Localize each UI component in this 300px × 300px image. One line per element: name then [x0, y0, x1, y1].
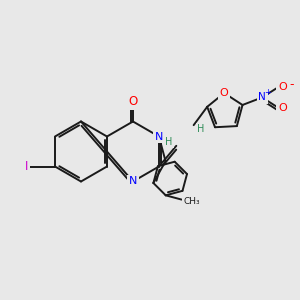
- Text: I: I: [25, 160, 28, 173]
- Text: O: O: [278, 103, 287, 113]
- Text: N: N: [129, 176, 137, 187]
- Text: O: O: [220, 88, 229, 98]
- Text: -: -: [289, 78, 293, 91]
- Text: N: N: [258, 92, 266, 102]
- Text: O: O: [128, 95, 138, 109]
- Text: H: H: [165, 136, 173, 147]
- Text: CH₃: CH₃: [183, 196, 200, 206]
- Text: N: N: [155, 131, 163, 142]
- Text: +: +: [264, 88, 271, 97]
- Text: H: H: [197, 124, 205, 134]
- Text: O: O: [278, 82, 287, 92]
